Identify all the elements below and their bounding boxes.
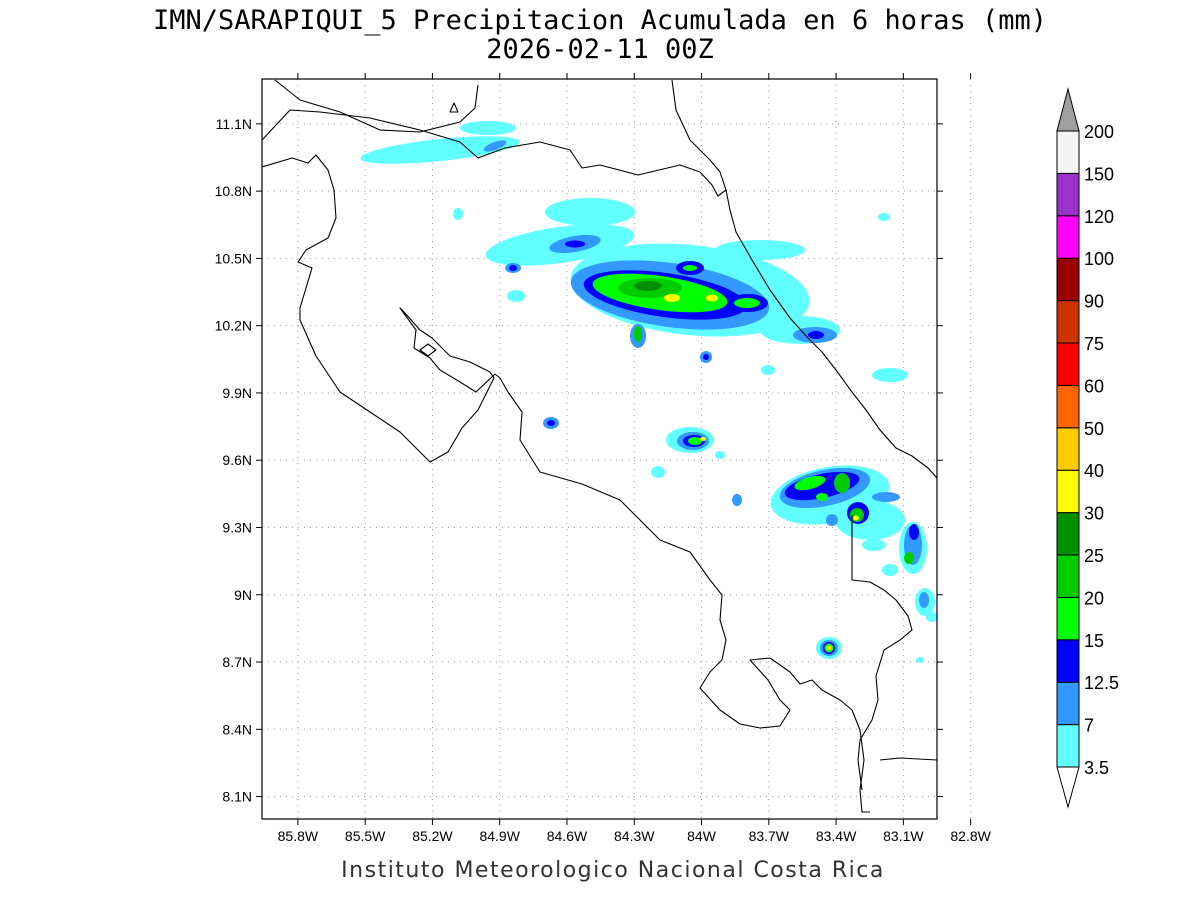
precip-cell-central-east: [543, 417, 742, 506]
lat-tick-label: 8.7N: [222, 654, 252, 670]
lon-tick-label: 82.8W: [950, 828, 991, 844]
colorbar-swatch: [1056, 469, 1080, 514]
lon-tick-label: 84W: [687, 828, 717, 844]
lon-tick-label: 85.8W: [278, 828, 319, 844]
colorbar-swatch: [1056, 257, 1080, 302]
colorbar-over-triangle: [1056, 87, 1080, 132]
colorbar-under-triangle: [1056, 766, 1080, 809]
map-axes: 85.8W 85.5W 85.2W 84.9W 84.6W 84.3W 84W 83.7W 83…: [215, 73, 992, 844]
panama-pacific-coast: [879, 757, 937, 761]
map-title-line2: 2026-02-11 00Z: [486, 34, 714, 65]
lat-tick-label: 9N: [234, 587, 252, 603]
footer-credit: Instituto Meteorologico Nacional Costa R…: [341, 858, 885, 883]
lat-tick-label: 10.5N: [215, 250, 252, 266]
pacific-coast-guanacaste: [262, 154, 870, 813]
lon-tick-label: 85.2W: [412, 828, 453, 844]
colorbar-level-label: 100: [1084, 249, 1114, 269]
lon-tick-label: 84.9W: [479, 828, 520, 844]
colorbar-swatch: [1056, 639, 1080, 683]
lon-tick-label: 84.3W: [614, 828, 655, 844]
north-islet: [449, 102, 459, 113]
nicaragua-lake-coast: [274, 79, 479, 133]
coastlines-and-borders: [262, 79, 937, 813]
lon-tick-label: 83.1W: [883, 828, 924, 844]
lat-tick-label: 8.4N: [222, 721, 252, 737]
lat-tick-label: 10.8N: [215, 183, 252, 199]
colorbar-level-label: 25: [1084, 546, 1104, 566]
map-frame: [261, 78, 938, 820]
map-title-line1: IMN/SARAPIQUI_5 Precipitacion Acumulada …: [153, 5, 1047, 36]
colorbar-level-label: 50: [1084, 419, 1104, 439]
map-plot-area: 85.8W 85.5W 85.2W 84.9W 84.6W 84.3W 84W 83.7W 83…: [215, 73, 992, 844]
colorbar-swatch: [1056, 342, 1080, 386]
map-background: [262, 79, 937, 819]
caribbean-coast: [671, 79, 937, 479]
colorbar-level-label: 12.5: [1084, 673, 1119, 693]
lat-tick-label: 9.6N: [222, 452, 252, 468]
lon-tick-label: 83.4W: [816, 828, 857, 844]
precip-cell-upala: [453, 198, 635, 302]
lat-tick-label: 9.9N: [222, 385, 252, 401]
colorbar-level-label: 60: [1084, 376, 1104, 396]
colorbar-level-label: 150: [1084, 164, 1114, 184]
lat-tick-label: 11.1N: [216, 116, 252, 132]
colorbar-swatch: [1056, 215, 1080, 259]
precip-cell-north-border: [360, 121, 520, 164]
colorbar-swatch: [1056, 596, 1080, 641]
colorbar: 3.5 7 12.5 15 20 25 30 40 50 60 75 90 100 120 150 200: [1056, 87, 1119, 809]
lon-tick-label: 85.5W: [345, 828, 386, 844]
colorbar-level-label: 30: [1084, 504, 1104, 524]
colorbar-swatch: [1056, 384, 1080, 429]
colorbar-level-label: 7: [1084, 716, 1094, 736]
lat-tick-label: 8.1N: [222, 789, 252, 805]
colorbar-level-label: 20: [1084, 588, 1104, 608]
lon-tick-label: 84.6W: [547, 828, 588, 844]
colorbar-level-label: 40: [1084, 461, 1104, 481]
colorbar-swatch: [1056, 427, 1080, 471]
lon-tick-label: 83.7W: [749, 828, 790, 844]
colorbar-swatch: [1056, 130, 1080, 174]
precip-cell-osa: [816, 637, 842, 659]
lat-tick-label: 9.3N: [222, 519, 252, 535]
precip-cell-panama-border: [882, 522, 937, 663]
colorbar-swatch: [1056, 554, 1080, 598]
panama-border: [851, 515, 913, 791]
colorbar-level-label: 200: [1084, 122, 1114, 142]
colorbar-swatch: [1056, 512, 1080, 556]
colorbar-level-label: 3.5: [1084, 758, 1109, 778]
precip-cell-limon: [761, 213, 908, 382]
colorbar-level-label: 120: [1084, 207, 1114, 227]
colorbar-level-label: 90: [1084, 292, 1104, 312]
colorbar-swatch: [1056, 724, 1080, 768]
colorbar-level-label: 75: [1084, 334, 1104, 354]
lat-tick-label: 10.2N: [215, 318, 252, 334]
precipitation-field: [360, 121, 937, 663]
colorbar-swatch: [1056, 172, 1080, 217]
nicaragua-border: [262, 109, 727, 197]
colorbar-swatch: [1056, 300, 1080, 344]
colorbar-swatch: [1056, 681, 1080, 726]
colorbar-level-label: 15: [1084, 631, 1104, 651]
nicoya-island: [419, 343, 437, 357]
